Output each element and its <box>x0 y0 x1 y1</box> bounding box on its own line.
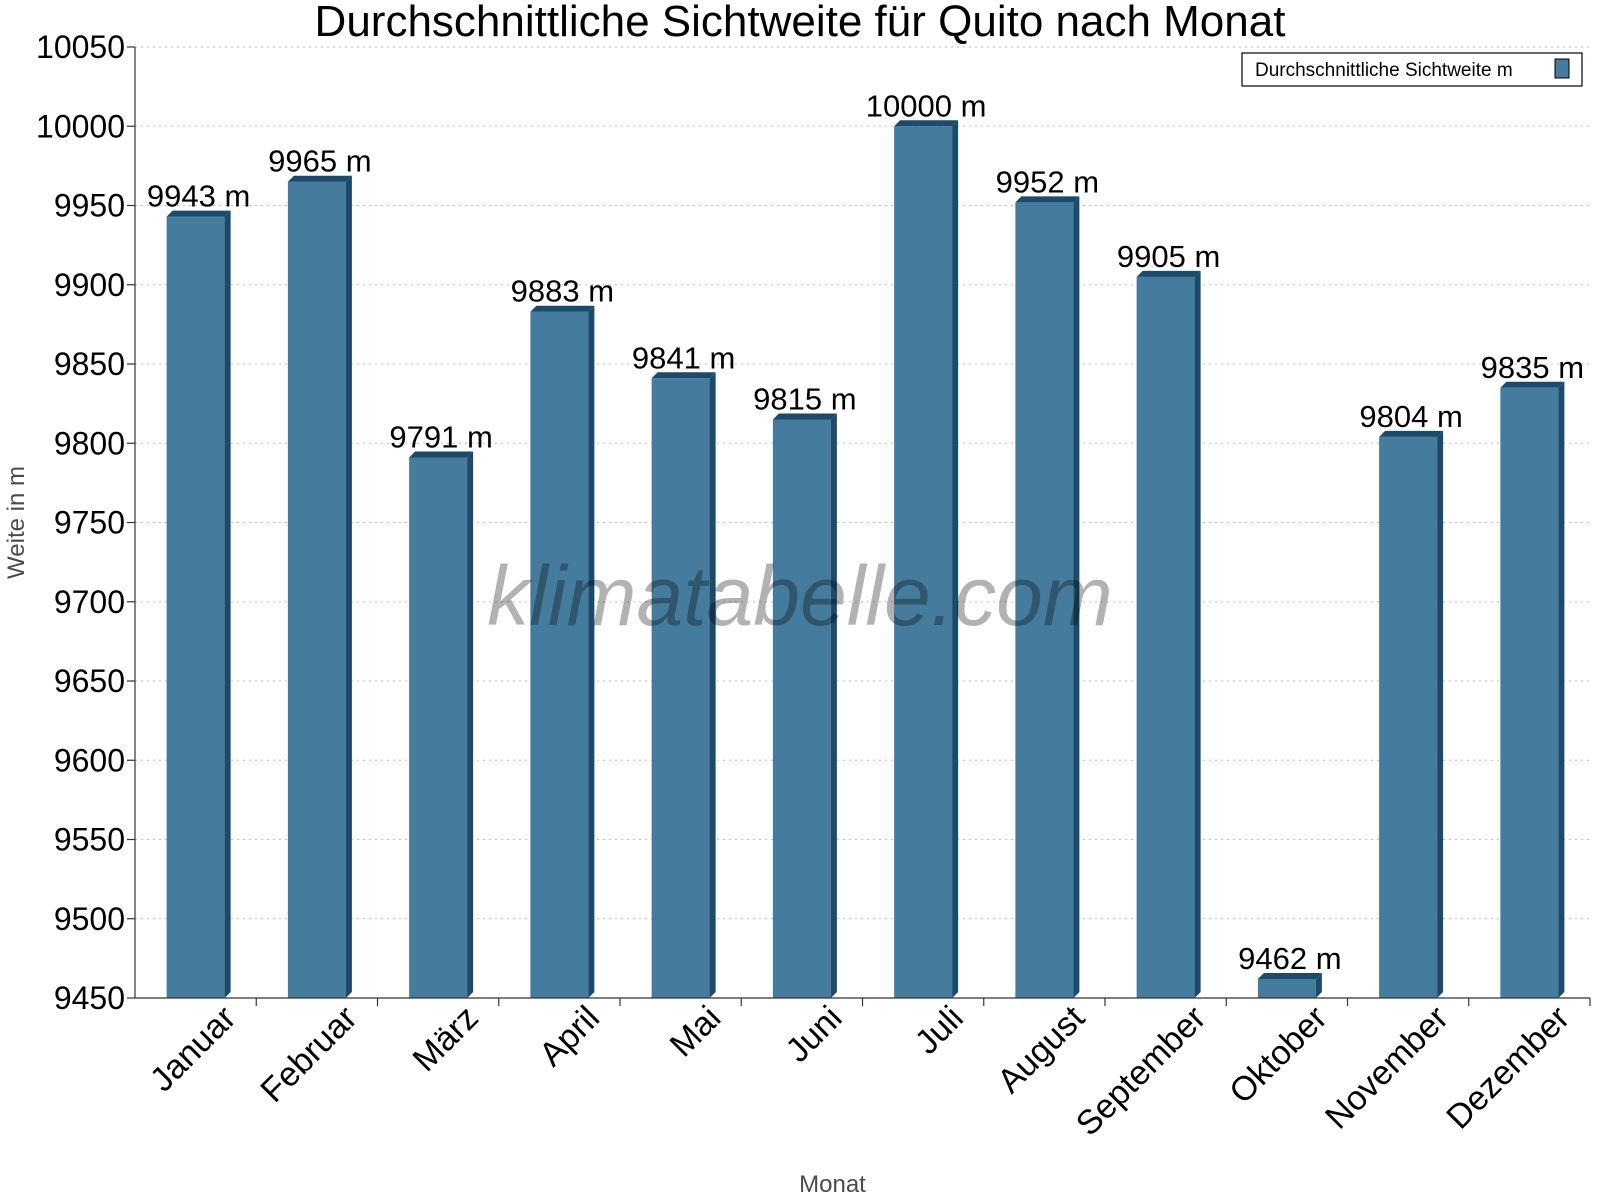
legend-label: Durchschnittliche Sichtweite m <box>1255 60 1513 81</box>
bars <box>166 120 1565 999</box>
bar-side <box>1073 196 1080 998</box>
bar-top <box>894 120 959 127</box>
x-tick-label: November <box>1318 999 1456 1137</box>
bar <box>1500 381 1565 998</box>
y-tick-label: 9550 <box>54 822 125 858</box>
bar-top <box>1136 270 1201 277</box>
bar-top <box>772 413 837 420</box>
bar-front <box>894 126 953 998</box>
bar-top <box>1257 972 1322 979</box>
legend: Durchschnittliche Sichtweite m <box>1241 52 1583 87</box>
data-label: 9952 m <box>996 164 1099 199</box>
bar <box>166 210 231 999</box>
x-tick-label: August <box>990 998 1092 1100</box>
bar-top <box>166 210 231 217</box>
y-tick-label: 10000 <box>36 108 125 144</box>
bar-side <box>709 372 716 998</box>
bar <box>772 413 837 999</box>
x-axis-ticks: Januar Februar März April Mai Juni Juli AugustS… <box>143 998 1591 1143</box>
data-label: 9841 m <box>632 340 735 375</box>
y-tick-label: 9750 <box>54 505 125 541</box>
bar-front <box>409 457 468 998</box>
y-tick-label: 9850 <box>54 346 125 382</box>
y-tick-label: 9650 <box>54 663 125 699</box>
y-tick-label: 9800 <box>54 425 125 461</box>
data-label: 9905 m <box>1117 239 1220 274</box>
watermark: klimatabelle.com <box>487 549 1113 643</box>
bar-front <box>530 311 589 998</box>
bar <box>409 451 474 998</box>
bar-front <box>772 419 831 999</box>
y-tick-label: 9700 <box>54 584 125 620</box>
x-tick-label: Juni <box>779 999 850 1070</box>
bar-top <box>530 305 595 312</box>
x-axis-title: Monat <box>799 1171 866 1198</box>
x-tick-label: Dezember <box>1439 999 1577 1137</box>
bar <box>530 305 595 998</box>
bar-front <box>1015 202 1074 998</box>
bar <box>1257 972 1322 998</box>
bar <box>894 120 959 998</box>
x-tick-label: Juli <box>908 999 971 1062</box>
bar-side <box>830 413 837 999</box>
bar-side <box>1558 381 1565 998</box>
x-tick-label: Mai <box>663 999 729 1065</box>
y-tick-label: 10050 <box>36 29 125 65</box>
y-tick-label: 9950 <box>54 188 125 224</box>
data-label: 9883 m <box>511 274 614 309</box>
data-label: 10000 m <box>866 88 987 123</box>
bar <box>1015 196 1080 998</box>
data-label: 9804 m <box>1359 399 1462 434</box>
x-tick-label: Oktober <box>1222 999 1334 1111</box>
bar-side <box>588 305 595 998</box>
data-label: 9965 m <box>268 144 371 179</box>
y-axis-ticks: 9450 9500 9550 9600 9650 9700 9750 9800 9850 9900… <box>36 29 135 1016</box>
bar-top <box>1015 196 1080 203</box>
bar-front <box>1500 387 1559 998</box>
data-label: 9943 m <box>147 179 250 214</box>
data-label: 9462 m <box>1238 941 1341 976</box>
bar-side <box>952 120 959 998</box>
bar <box>287 175 352 999</box>
bar-top <box>409 451 474 458</box>
data-labels: 9943 m 9965 m 9791 m 9883 m 9841 m 9815 m 1000… <box>147 88 1584 976</box>
x-tick-label: September <box>1069 999 1213 1143</box>
bar-front <box>1379 436 1438 998</box>
bar-top <box>1500 381 1565 388</box>
bar-top <box>1379 430 1444 437</box>
x-tick-label: April <box>532 999 607 1074</box>
y-tick-label: 9450 <box>54 980 125 1016</box>
bar-front <box>651 378 710 998</box>
legend-swatch <box>1554 58 1570 79</box>
legend-box <box>1241 52 1583 87</box>
bar-front <box>166 216 225 999</box>
data-label: 9791 m <box>389 420 492 455</box>
bar-front <box>1257 978 1316 998</box>
data-label: 9835 m <box>1481 350 1584 385</box>
x-tick-label: Februar <box>253 999 364 1110</box>
bar-front <box>1136 276 1195 998</box>
x-tick-label: Januar <box>143 999 243 1099</box>
chart-title: Durchschnittliche Sichtweite für Quito n… <box>315 0 1286 46</box>
bar-side <box>467 451 474 998</box>
bar <box>1136 270 1201 998</box>
bar-side <box>1194 270 1201 998</box>
bar <box>651 372 716 998</box>
bar-front <box>287 181 346 999</box>
bar-side <box>1315 972 1322 998</box>
y-axis-title: Weite in m <box>3 466 30 579</box>
y-tick-label: 9900 <box>54 267 125 303</box>
bar-side <box>345 175 352 999</box>
data-label: 9815 m <box>753 381 856 416</box>
bar-top <box>287 175 352 182</box>
bar-side <box>224 210 231 999</box>
grid-lines <box>135 46 1590 920</box>
y-tick-label: 9500 <box>54 901 125 937</box>
bar <box>1379 430 1444 998</box>
y-tick-label: 9600 <box>54 742 125 778</box>
bar-top <box>651 372 716 379</box>
x-tick-label: März <box>405 999 485 1079</box>
bar-side <box>1437 430 1444 998</box>
